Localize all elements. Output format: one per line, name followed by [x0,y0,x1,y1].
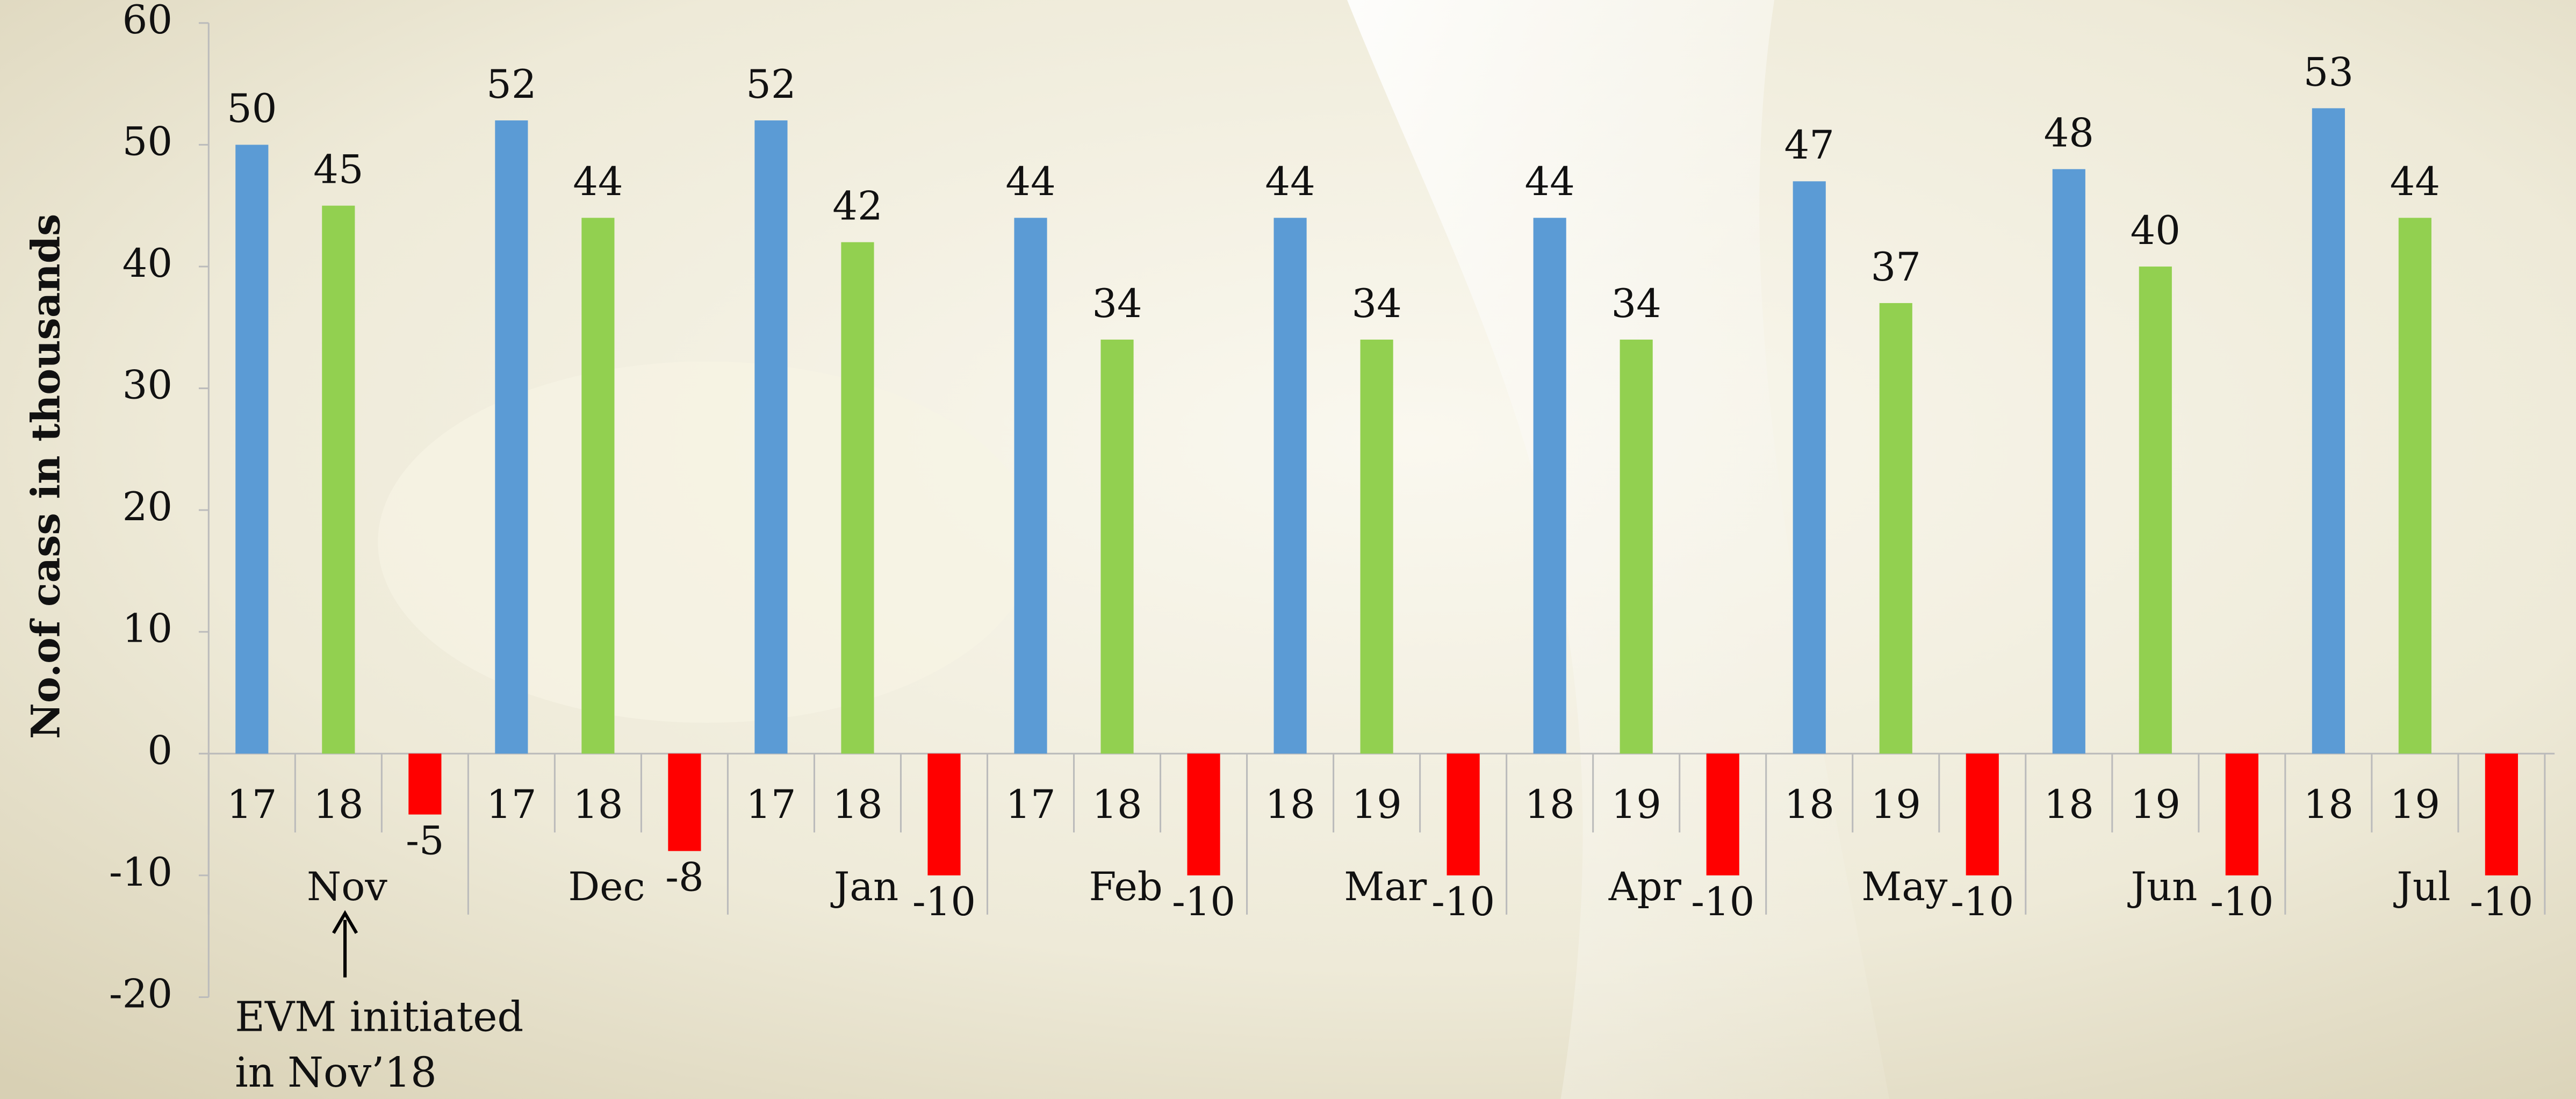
background-stream [1347,0,1890,1099]
x-sublabel: 17 [486,782,536,828]
x-tick-label: Feb [1089,864,1162,910]
bar [2139,266,2172,754]
y-tick-label: 50 [123,119,172,164]
x-tick-label: Mar [1344,864,1427,910]
data-label: 34 [1092,281,1142,327]
y-tick-label: 10 [123,606,172,652]
data-label: 44 [2390,159,2440,205]
bar [1187,753,1220,875]
x-sublabel: 18 [832,782,882,828]
data-label: -10 [2210,879,2273,925]
x-tick-label: Jul [2393,864,2450,910]
x-sublabel: 18 [2304,782,2354,828]
data-label: 52 [746,62,796,107]
y-tick-label: 40 [123,241,172,286]
bar [2225,753,2258,875]
x-sublabel: 19 [1871,782,1921,828]
background-splash [378,361,1035,723]
y-axis-label: No.of cass in thousands [23,214,69,739]
x-tick-label: Apr [1608,864,1682,910]
bar [322,205,355,754]
data-label: -5 [406,818,444,864]
bar [1620,339,1653,754]
x-sublabel: 19 [2390,782,2440,828]
data-label: 53 [2304,49,2354,95]
bar [668,753,701,851]
data-label: 50 [227,86,277,132]
x-sublabel: 19 [2131,782,2181,828]
x-sublabel: 19 [1611,782,1661,828]
data-label: -10 [1431,879,1495,925]
bar [1100,339,1134,754]
x-sublabel: 18 [1524,782,1574,828]
y-tick-label: 0 [147,728,172,773]
data-label: 37 [1871,245,1921,290]
bar [1533,218,1566,754]
data-label: 44 [1265,159,1315,205]
x-tick-label: Jan [830,864,898,910]
bar [1014,218,1047,754]
data-label: -10 [912,879,976,925]
x-sublabel: 18 [2044,782,2094,828]
bar [235,145,269,754]
bar [495,120,528,754]
x-sublabel: 18 [573,782,623,828]
data-label: -10 [1172,879,1235,925]
x-sublabel: 17 [746,782,796,828]
bar [841,242,874,754]
x-tick-label: Nov [307,864,387,910]
bar [1793,181,1826,754]
x-tick-label: Dec [568,864,645,910]
x-sublabel: 19 [1351,782,1401,828]
y-tick-label: -10 [109,850,172,895]
data-label: 34 [1611,281,1661,327]
annotation: EVM initiated [235,993,523,1041]
data-label: 47 [1785,123,1834,168]
x-sublabel: 18 [1092,782,1142,828]
bar [927,753,961,875]
data-label: -10 [2470,879,2533,925]
data-label: 44 [1524,159,1574,205]
bar [2485,753,2518,875]
x-sublabel: 18 [1785,782,1834,828]
x-tick-label: May [1861,864,1948,910]
annotation: in Nov’18 [235,1049,437,1097]
bar [2052,169,2085,754]
bar [754,120,788,754]
data-label: 34 [1351,281,1401,327]
bar [2312,108,2345,754]
bar [1360,339,1393,754]
data-label: 44 [573,159,623,205]
y-tick-label: 60 [123,0,172,43]
bar [1447,753,1480,875]
data-label: -10 [1951,879,2014,925]
bar [1966,753,1999,875]
x-sublabel: 17 [1005,782,1055,828]
data-label: 40 [2131,208,2181,254]
x-sublabel: 18 [1265,782,1315,828]
data-label: 45 [313,147,363,193]
y-tick-label: 20 [123,484,172,530]
y-tick-label: 30 [123,363,172,408]
data-label: -10 [1691,879,1754,925]
data-label: -8 [665,855,703,901]
y-tick-label: -20 [109,971,172,1017]
data-label: 42 [832,184,882,229]
bar [408,753,442,815]
bar [581,218,615,754]
data-label: 48 [2044,111,2094,156]
data-label: 44 [1005,159,1055,205]
x-sublabel: 18 [313,782,363,828]
bar [2398,218,2431,754]
bar [1879,303,1912,754]
x-sublabel: 17 [227,782,277,828]
x-tick-label: Jun [2127,864,2197,910]
annotation-arrowhead [332,910,358,934]
bar [1706,753,1739,875]
bar [1273,218,1307,754]
data-label: 52 [486,62,536,107]
